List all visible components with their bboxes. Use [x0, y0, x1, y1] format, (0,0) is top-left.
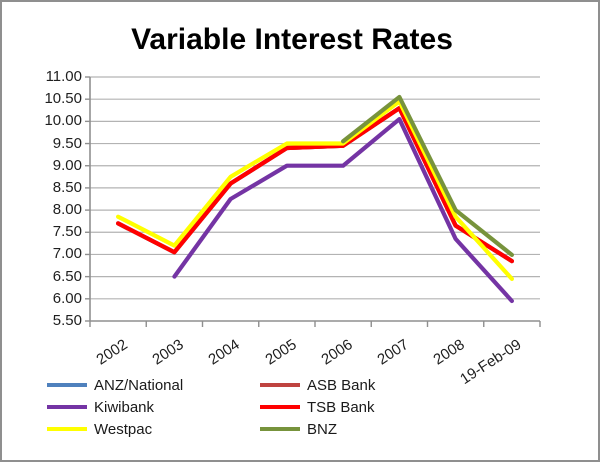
series-line-tsb-bank — [115, 105, 514, 264]
legend-label: Kiwibank — [94, 398, 155, 416]
chart-legend: ANZ/National ASB Bank Kiwibank TSB Bank West… — [47, 374, 375, 440]
y-tick-label: 9.00 — [52, 156, 82, 174]
legend-line-swatch — [260, 405, 300, 409]
y-tick-label: 11.00 — [45, 68, 82, 85]
legend-line-swatch — [47, 427, 87, 431]
series-line-bnz — [341, 94, 514, 257]
legend-label: Westpac — [94, 420, 153, 438]
series-line-westpac — [115, 99, 514, 281]
series-line-anz-national — [115, 105, 514, 264]
legend-label: ASB Bank — [307, 376, 376, 394]
series-line-asb-bank — [115, 105, 514, 264]
legend-item-kiwibank: Kiwibank — [47, 396, 260, 418]
legend-item-anz-national: ANZ/National — [47, 374, 260, 396]
legend-label: TSB Bank — [307, 398, 375, 416]
y-tick-label: 7.50 — [52, 223, 82, 241]
legend-line-swatch — [47, 383, 87, 387]
legend-line-swatch — [47, 405, 87, 409]
y-tick-label: 10.50 — [44, 90, 82, 108]
legend-item-bnz: BNZ — [260, 418, 375, 440]
legend-item-tsb-bank: TSB Bank — [260, 396, 375, 418]
y-tick-label: 5.50 — [52, 312, 82, 329]
y-tick-label: 9.50 — [52, 134, 82, 152]
legend-line-swatch — [260, 383, 300, 387]
y-tick-label: 8.50 — [52, 178, 82, 196]
series-line-kiwibank — [172, 116, 514, 304]
y-tick-label: 6.50 — [52, 267, 82, 285]
legend-line-swatch — [260, 427, 300, 431]
legend-label: BNZ — [307, 420, 337, 438]
y-tick-label: 6.00 — [52, 289, 82, 307]
y-tick-label: 8.00 — [52, 201, 82, 219]
legend-label: ANZ/National — [94, 376, 184, 394]
legend-item-asb-bank: ASB Bank — [260, 374, 375, 396]
legend-item-westpac: Westpac — [47, 418, 260, 440]
chart-title: Variable Interest Rates — [131, 23, 453, 56]
y-tick-label: 7.00 — [52, 245, 82, 263]
y-tick-label: 10.00 — [44, 112, 82, 130]
